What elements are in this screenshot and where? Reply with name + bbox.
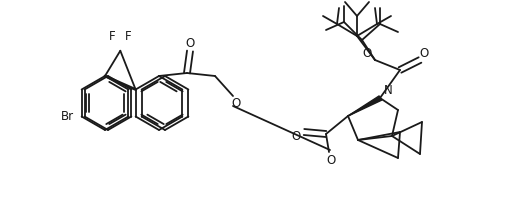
Text: O: O [419,47,429,60]
Text: Br: Br [60,110,74,123]
Text: O: O [292,129,301,143]
Text: N: N [384,84,393,96]
Text: O: O [186,36,195,50]
Text: F: F [125,30,131,43]
Text: O: O [326,153,335,167]
Polygon shape [348,96,382,116]
Text: O: O [232,96,241,109]
Text: O: O [363,47,372,60]
Text: F: F [109,30,116,43]
